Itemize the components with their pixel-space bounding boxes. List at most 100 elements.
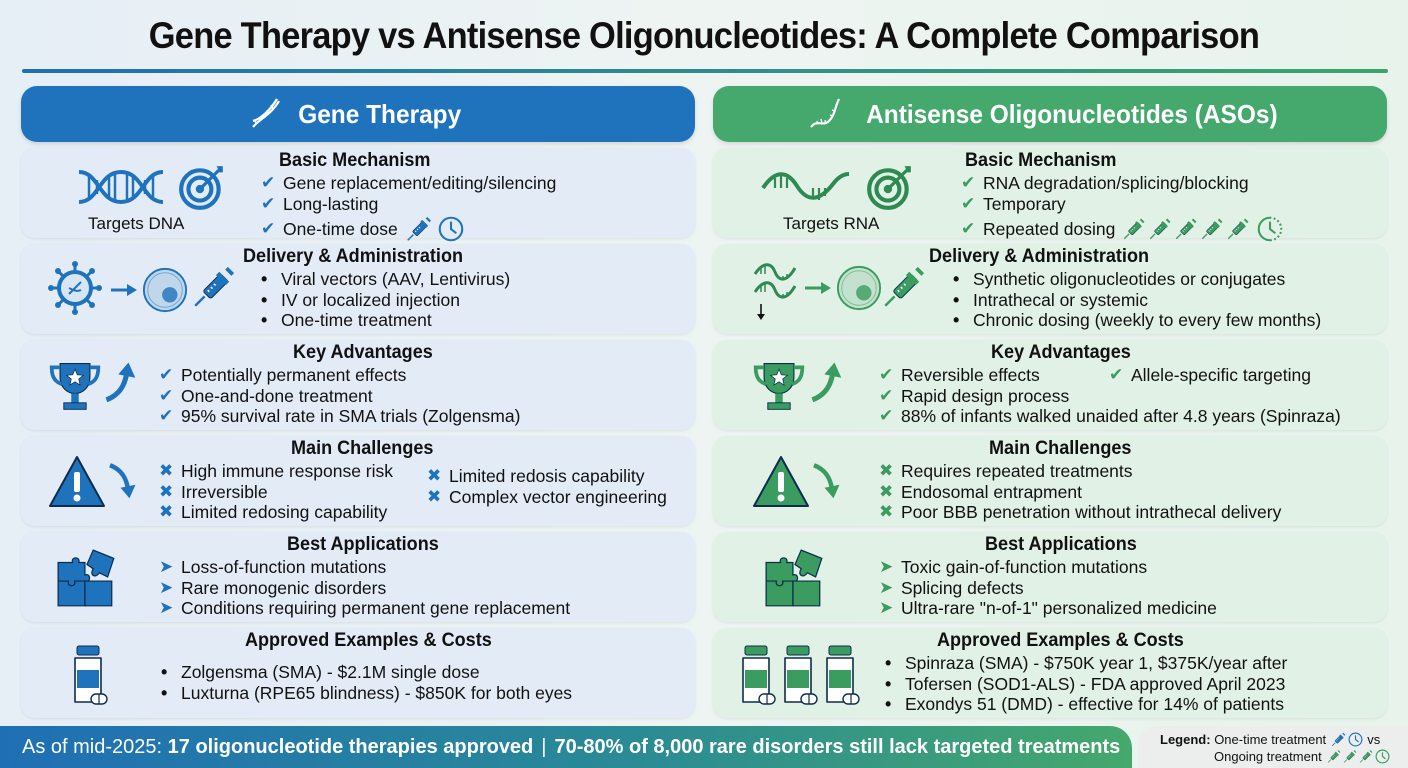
arrow-bullet-icon: ➤ [879, 557, 894, 576]
medicine-bottle-icon [69, 644, 109, 708]
check-icon: ✔ [879, 365, 894, 384]
list-item: • Spinraza (SMA) - $750K year 1, $375K/ye… [885, 653, 1288, 673]
check-icon: ✔ [961, 173, 976, 192]
gt-mechanism-section: Targets DNA Basic Mechanism ✔ Gene replac… [21, 148, 695, 238]
warning-triangle-icon [751, 454, 811, 510]
cross-icon: ✖ [159, 502, 174, 521]
list-item: ✔ Gene replacement/editing/silencing [261, 173, 557, 193]
bullet: • [161, 662, 168, 682]
dashed-clock-icon [1255, 214, 1285, 244]
aso-challenges-section: Main Challenges ✖ Requires repeated treat… [713, 436, 1387, 526]
list-item: • Synthetic oligonucleotides or conjugate… [953, 269, 1286, 289]
warning-triangle-icon [47, 454, 107, 510]
footer-prefix: As of mid-2025: [22, 735, 163, 758]
puzzle-icon [53, 546, 121, 612]
footer-stat-unmet-need: 70-80% of 8,000 rare disorders still lac… [554, 735, 1121, 758]
trophy-icon [751, 358, 807, 414]
delivery-list: • Synthetic oligonucleotides or conjugate… [953, 269, 1321, 331]
list-item: ✖ Endosomal entrapment [879, 481, 1082, 502]
cross-icon: ✖ [879, 461, 894, 480]
applications-list: ➤ Loss-of-function mutations ➤ Rare monoge… [159, 557, 570, 619]
gt-delivery-section: Delivery & Administration • Viral vectors… [21, 244, 695, 334]
section-title: Basic Mechanism [279, 150, 431, 171]
bullet: • [161, 682, 168, 703]
bullet: • [261, 289, 268, 310]
gt-applications-section: Best Applications ➤ Loss-of-function muta… [21, 532, 695, 622]
gene-therapy-title: Gene Therapy [298, 98, 462, 129]
check-icon: ✔ [879, 385, 894, 405]
check-icon: ✔ [961, 218, 976, 238]
check-icon: ✔ [261, 193, 276, 213]
syringe-icon [1225, 214, 1251, 244]
check-icon: ✔ [261, 218, 276, 238]
list-item: • Chronic dosing (weekly to every few mon… [953, 310, 1322, 330]
footer-stat-approved: 17 oligonucleotide therapies approved [167, 735, 534, 758]
arrow-bullet-icon: ➤ [159, 577, 174, 597]
clock-icon [1347, 731, 1364, 748]
list-item: ✖ Poor BBB penetration without intratheca… [879, 502, 1282, 522]
section-title: Main Challenges [989, 438, 1132, 459]
mechanism-list: ✔ Gene replacement/editing/silencing ✔ Lon… [261, 173, 556, 244]
list-item: • One-time treatment [261, 310, 432, 330]
check-icon: ✔ [159, 365, 174, 384]
list-item: ➤ Rare monogenic disorders [159, 577, 387, 598]
examples-list: • Zolgensma (SMA) - $2.1M single dose • Lu… [161, 662, 572, 703]
arrow-bullet-icon: ➤ [879, 598, 894, 617]
aso-applications-section: Best Applications ➤ Toxic gain-of-functio… [713, 532, 1387, 622]
list-item: ✔ RNA degradation/splicing/blocking [961, 173, 1249, 193]
trend-up-arrow-icon [103, 360, 137, 404]
syringe-icon [1326, 748, 1342, 765]
aso-header: Antisense Oligonucleotides (ASOs) [713, 86, 1387, 142]
bullet: • [261, 269, 268, 289]
syringe-icon [1147, 214, 1173, 244]
bullet: • [885, 653, 892, 673]
section-title: Basic Mechanism [965, 150, 1117, 171]
list-item: ✔ One-and-done treatment [159, 385, 373, 406]
syringe-icon [1358, 748, 1374, 765]
title-bar: Gene Therapy vs Antisense Oligonucleotid… [0, 0, 1408, 72]
cell-icon [835, 264, 883, 312]
list-item: ✔ Potentially permanent effects [159, 365, 407, 385]
gene-therapy-header: Gene Therapy [21, 86, 695, 142]
list-item: ✔ Long-lasting [261, 193, 379, 214]
section-title: Best Applications [985, 534, 1137, 555]
list-item: ✖ Irreversible [159, 481, 268, 502]
list-item: • Intrathecal or systemic [953, 289, 1149, 310]
medicine-bottle-icon [779, 644, 819, 708]
legend-row-one-time: Legend: One-time treatment vs [1160, 731, 1398, 748]
list-item: ✔ 95% survival rate in SMA trials (Zolgen… [159, 406, 521, 426]
footer-separator: | [541, 735, 547, 758]
aso-mechanism-section: Targets RNA Basic Mechanism ✔ RNA degrada… [713, 148, 1387, 238]
list-item: ✔ Reversible effects ✔ Allele-specific tar… [879, 365, 1311, 385]
challenges-list: ✖ Requires repeated treatments ✖ Endosomal… [879, 461, 1281, 523]
list-item: • Exondys 51 (DMD) - effective for 14% of… [885, 694, 1285, 714]
list-item: ✖ Limited redosing capability [159, 502, 388, 522]
legend-ongoing: Ongoing treatment [1214, 749, 1322, 764]
dna-double-helix-icon [78, 169, 164, 205]
syringe-icon [1342, 748, 1358, 765]
targets-dna-caption: Targets DNA [88, 214, 185, 233]
list-item: • Viral vectors (AAV, Lentivirus) [261, 269, 511, 289]
medicine-bottle-icon [737, 644, 777, 708]
gene-therapy-column: Gene Therapy Targets DNA Basic Mechanism… [21, 86, 695, 718]
challenges-list-col2: ✖ Limited redosis capability ✖ Complex vec… [427, 466, 667, 507]
advantages-list: ✔ Potentially permanent effects ✔ One-and-… [159, 365, 520, 427]
dna-helix-icon [252, 98, 281, 128]
aso-column: Antisense Oligonucleotides (ASOs) Target… [713, 86, 1387, 718]
list-item: • Luxturna (RPE65 blindness) - $850K for … [161, 682, 573, 703]
list-item: ➤ Splicing defects [879, 577, 1024, 598]
target-icon [177, 162, 227, 212]
advantages-list: ✔ Reversible effects ✔ Allele-specific tar… [879, 365, 1341, 427]
cross-icon: ✖ [159, 481, 174, 501]
cell-icon [141, 266, 189, 314]
check-icon: ✔ [159, 385, 174, 405]
arrow-bullet-icon: ➤ [159, 598, 174, 617]
check-icon: ✔ [1109, 365, 1124, 384]
rna-strand-icon [761, 172, 850, 200]
gt-challenges-section: Main Challenges ✖ High immune response ri… [21, 436, 695, 526]
medicine-bottle-icon [821, 644, 861, 708]
check-icon: ✔ [879, 406, 894, 425]
legend-row-ongoing: Ongoing treatment [1160, 748, 1398, 765]
list-item: ✔ Temporary [961, 193, 1066, 214]
challenges-list-col1: ✖ High immune response risk ✖ Irreversible… [159, 461, 393, 523]
